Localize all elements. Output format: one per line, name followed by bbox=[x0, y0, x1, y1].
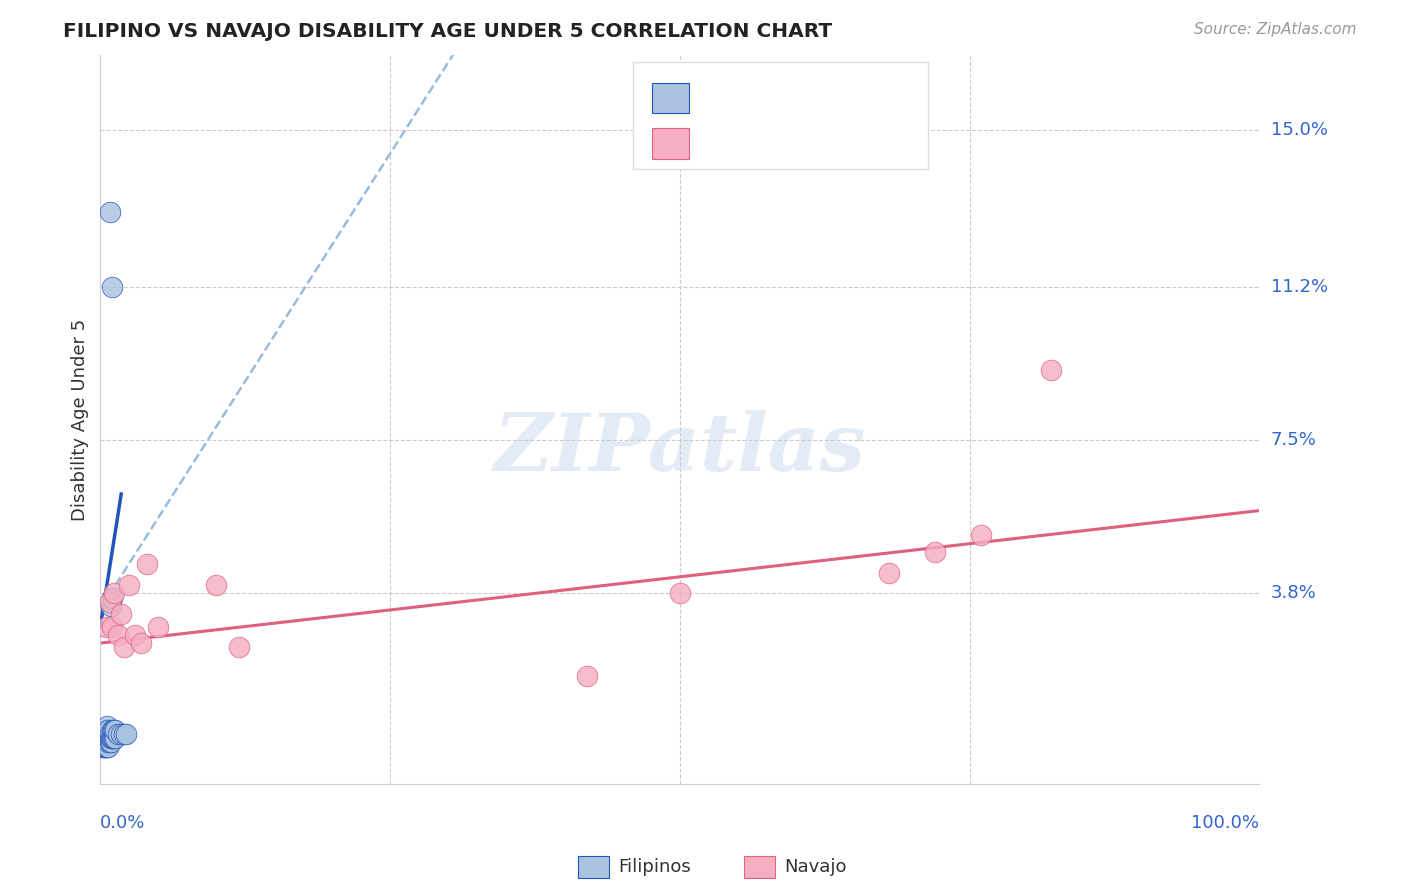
Point bbox=[100, 599, 122, 613]
Point bbox=[94, 731, 117, 746]
Text: ZIPatlas: ZIPatlas bbox=[494, 410, 866, 487]
Point bbox=[103, 586, 125, 600]
Point bbox=[93, 735, 115, 749]
Point bbox=[107, 628, 129, 642]
Point bbox=[98, 205, 121, 219]
Point bbox=[669, 586, 692, 600]
Point bbox=[115, 727, 138, 741]
Point bbox=[101, 591, 124, 605]
Point bbox=[103, 731, 125, 746]
Point bbox=[94, 735, 117, 749]
Point bbox=[118, 578, 141, 592]
Point bbox=[98, 727, 121, 741]
Text: 11.2%: 11.2% bbox=[1271, 278, 1327, 296]
Point bbox=[112, 640, 135, 655]
Point bbox=[96, 727, 118, 741]
Point bbox=[94, 727, 117, 741]
Point bbox=[94, 739, 117, 754]
Point bbox=[93, 731, 115, 746]
Text: Filipinos: Filipinos bbox=[619, 858, 692, 876]
Point bbox=[94, 739, 117, 754]
Text: Source: ZipAtlas.com: Source: ZipAtlas.com bbox=[1194, 22, 1357, 37]
Point bbox=[924, 545, 946, 559]
Text: R = 0.367   N = 47: R = 0.367 N = 47 bbox=[702, 89, 872, 107]
Text: 0.0%: 0.0% bbox=[100, 814, 146, 832]
Point bbox=[96, 723, 118, 737]
Point bbox=[101, 619, 124, 633]
Point bbox=[101, 280, 124, 294]
Point bbox=[96, 731, 118, 746]
Point bbox=[93, 739, 115, 754]
Point bbox=[98, 735, 121, 749]
Point bbox=[101, 731, 124, 746]
Point bbox=[877, 566, 900, 580]
Point bbox=[129, 636, 152, 650]
Text: 7.5%: 7.5% bbox=[1271, 431, 1316, 450]
Point bbox=[98, 595, 121, 609]
Point bbox=[103, 723, 125, 737]
Point bbox=[970, 528, 993, 542]
Point bbox=[94, 619, 117, 633]
Point bbox=[91, 739, 114, 754]
Point bbox=[97, 731, 120, 746]
Point bbox=[104, 731, 127, 746]
Point bbox=[100, 735, 122, 749]
Point bbox=[96, 735, 118, 749]
Point bbox=[100, 731, 122, 746]
Point bbox=[124, 628, 146, 642]
Point bbox=[94, 731, 117, 746]
Point bbox=[110, 727, 132, 741]
Point bbox=[148, 619, 170, 633]
Point bbox=[101, 723, 124, 737]
Point bbox=[94, 727, 117, 741]
Point bbox=[228, 640, 250, 655]
Text: FILIPINO VS NAVAJO DISABILITY AGE UNDER 5 CORRELATION CHART: FILIPINO VS NAVAJO DISABILITY AGE UNDER … bbox=[63, 22, 832, 41]
Point bbox=[97, 735, 120, 749]
Point bbox=[205, 578, 228, 592]
Point bbox=[1039, 363, 1062, 377]
Point bbox=[135, 558, 157, 572]
Point bbox=[91, 735, 114, 749]
Point bbox=[96, 739, 118, 754]
Point bbox=[101, 731, 124, 746]
Text: 15.0%: 15.0% bbox=[1271, 120, 1327, 138]
Point bbox=[98, 731, 121, 746]
Point bbox=[97, 739, 120, 754]
Point bbox=[101, 723, 124, 737]
Text: R = 0.570   N = 20: R = 0.570 N = 20 bbox=[702, 135, 872, 153]
Text: 3.8%: 3.8% bbox=[1271, 584, 1316, 602]
Point bbox=[110, 607, 132, 621]
Point bbox=[97, 727, 120, 741]
Point bbox=[112, 727, 135, 741]
Y-axis label: Disability Age Under 5: Disability Age Under 5 bbox=[72, 318, 89, 521]
Point bbox=[576, 669, 599, 683]
Text: 100.0%: 100.0% bbox=[1191, 814, 1260, 832]
Point bbox=[96, 719, 118, 733]
Point bbox=[94, 735, 117, 749]
Text: Navajo: Navajo bbox=[785, 858, 846, 876]
Point bbox=[101, 727, 124, 741]
Point bbox=[97, 723, 120, 737]
Point bbox=[104, 723, 127, 737]
Point bbox=[107, 727, 129, 741]
Point bbox=[94, 723, 117, 737]
